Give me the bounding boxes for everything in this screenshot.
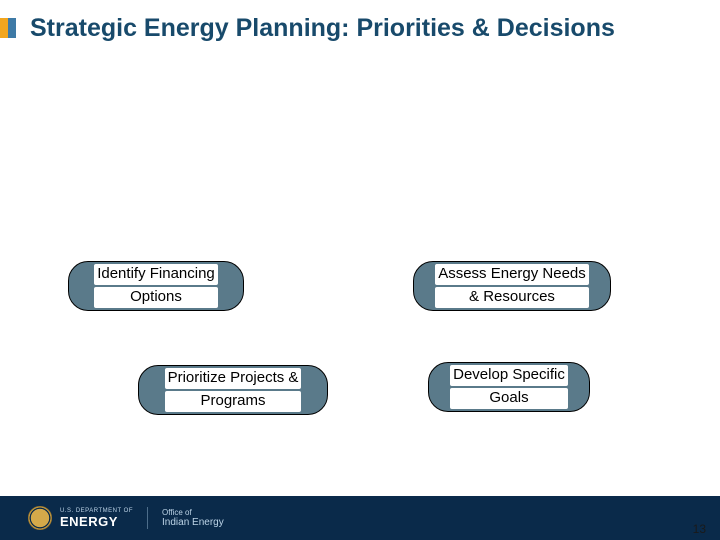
doe-line2: ENERGY: [60, 514, 133, 529]
pill-assess-energy-needs-line2: & Resources: [435, 287, 589, 308]
office-line2: Indian Energy: [162, 517, 224, 528]
pill-prioritize-projects-line1: Prioritize Projects &: [165, 368, 302, 389]
slide-title: Strategic Energy Planning: Priorities & …: [30, 14, 615, 43]
accent-seg-2: [8, 18, 16, 38]
pill-prioritize-projects-line2: Programs: [165, 391, 302, 412]
pill-develop-goals-line2: Goals: [450, 388, 568, 409]
pill-identify-financing-line1: Identify Financing: [94, 264, 218, 285]
office-line1: Office of: [162, 508, 224, 517]
pill-assess-energy-needs: Assess Energy Needs& Resources: [413, 261, 611, 311]
title-accent-bar: [0, 18, 16, 38]
pill-identify-financing: Identify FinancingOptions: [68, 261, 244, 311]
footer-divider: [147, 507, 148, 529]
pill-assess-energy-needs-line1: Assess Energy Needs: [435, 264, 589, 285]
doe-seal-icon: [28, 506, 52, 530]
page-number: 13: [693, 522, 706, 536]
doe-line1: U.S. DEPARTMENT OF: [60, 508, 133, 514]
office-logo-text: Office of Indian Energy: [162, 508, 224, 528]
footer-bar: U.S. DEPARTMENT OF ENERGY Office of Indi…: [0, 496, 720, 540]
doe-logo-text: U.S. DEPARTMENT OF ENERGY: [60, 508, 133, 529]
pill-develop-goals: Develop SpecificGoals: [428, 362, 590, 412]
footer-logo-group: U.S. DEPARTMENT OF ENERGY Office of Indi…: [28, 506, 224, 530]
accent-seg-1: [0, 18, 8, 38]
pill-identify-financing-line2: Options: [94, 287, 218, 308]
pill-prioritize-projects: Prioritize Projects &Programs: [138, 365, 328, 415]
pill-develop-goals-line1: Develop Specific: [450, 365, 568, 386]
